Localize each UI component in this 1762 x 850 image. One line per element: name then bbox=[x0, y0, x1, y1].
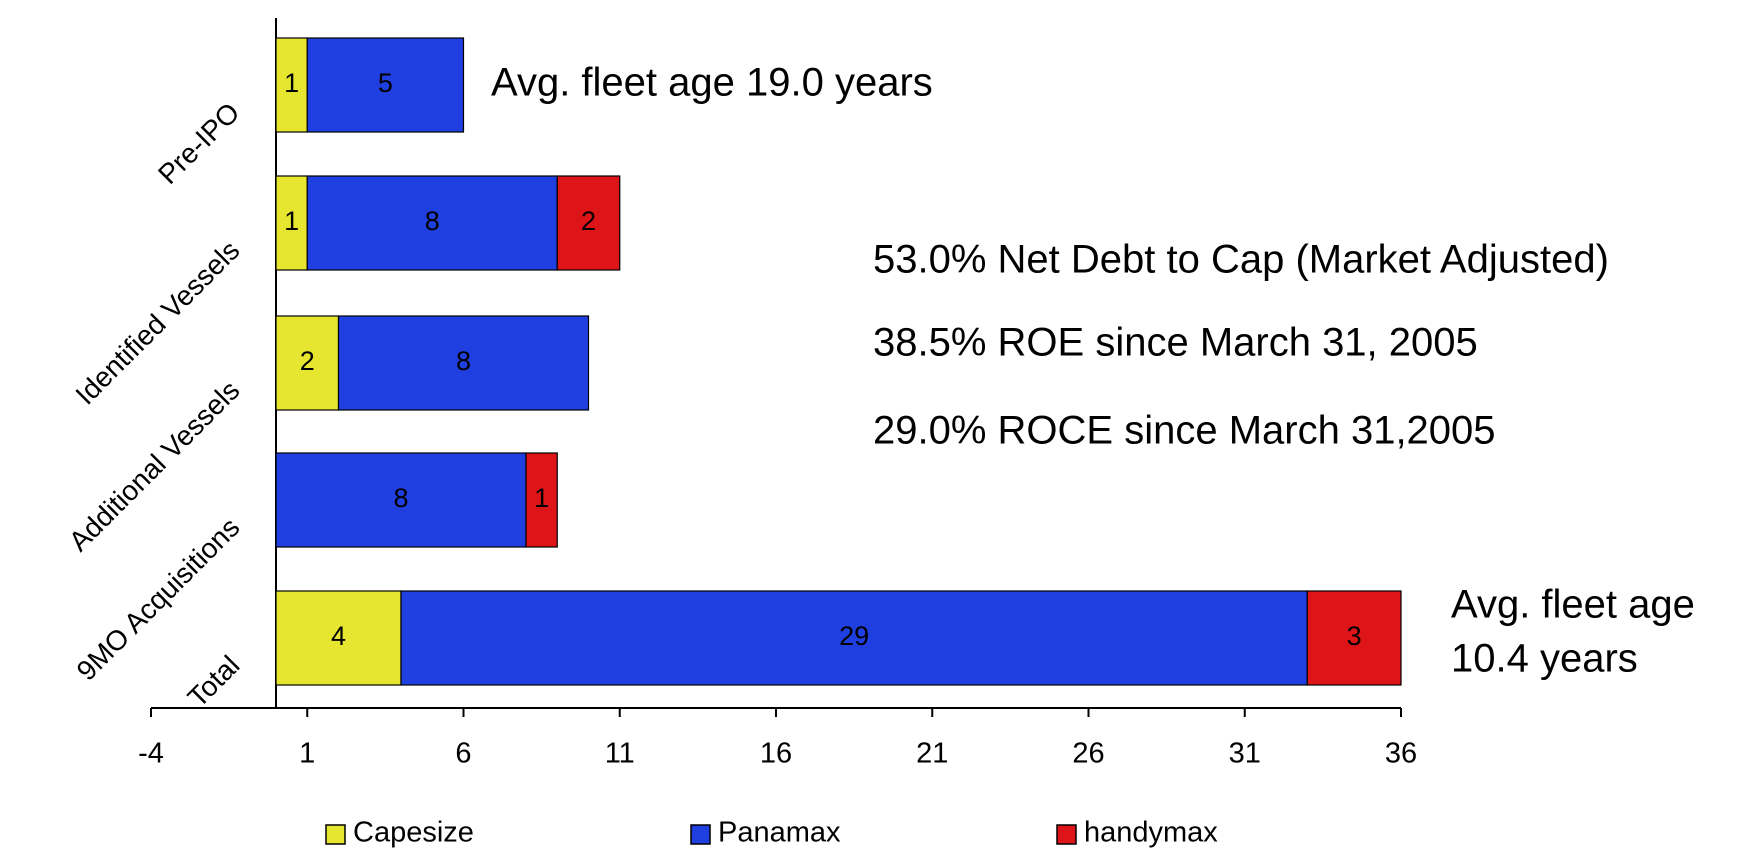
value-label: 3 bbox=[1347, 621, 1362, 651]
x-tick-label: 11 bbox=[605, 738, 635, 770]
annotation: 53.0% Net Debt to Cap (Market Adjusted) bbox=[873, 238, 1609, 282]
legend-swatch bbox=[1056, 824, 1077, 845]
legend-label: handymax bbox=[1084, 817, 1218, 849]
x-tick-label: 1 bbox=[299, 738, 315, 770]
bar-segment bbox=[275, 452, 527, 548]
x-tick-label: 6 bbox=[455, 738, 471, 770]
value-label: 4 bbox=[331, 621, 346, 651]
bar-segment bbox=[275, 37, 308, 133]
annotation: 10.4 years bbox=[1451, 637, 1638, 681]
bar-segment bbox=[337, 315, 590, 411]
value-label: 8 bbox=[456, 346, 471, 376]
annotation: 38.5% ROE since March 31, 2005 bbox=[873, 321, 1478, 365]
category-label: Total bbox=[182, 650, 246, 714]
legend-swatch bbox=[690, 824, 711, 845]
x-tick-label: 36 bbox=[1385, 738, 1417, 770]
x-tick-label: 26 bbox=[1072, 738, 1104, 770]
bar-segment bbox=[400, 590, 1308, 686]
x-tick-label: 21 bbox=[916, 738, 948, 770]
bar-segment bbox=[275, 590, 402, 686]
x-tick-label: 31 bbox=[1229, 738, 1261, 770]
value-label: 8 bbox=[425, 206, 440, 236]
bar-segment bbox=[306, 37, 465, 133]
value-label: 5 bbox=[378, 68, 393, 98]
value-label: 2 bbox=[300, 346, 315, 376]
x-tick-label: -4 bbox=[138, 738, 164, 770]
annotation: Avg. fleet age bbox=[1451, 583, 1695, 627]
annotation: 29.0% ROCE since March 31,2005 bbox=[873, 409, 1496, 453]
bar-segment bbox=[556, 175, 621, 271]
x-tick-label: 16 bbox=[760, 738, 792, 770]
category-label: Pre-IPO bbox=[152, 97, 245, 190]
value-label: 8 bbox=[393, 483, 408, 513]
bar-segment bbox=[275, 315, 340, 411]
legend-swatch bbox=[325, 824, 346, 845]
value-label: 29 bbox=[839, 621, 869, 651]
annotation: Avg. fleet age 19.0 years bbox=[491, 61, 933, 105]
legend-label: Panamax bbox=[718, 817, 841, 849]
value-label: 1 bbox=[284, 206, 299, 236]
legend-label: Capesize bbox=[353, 817, 474, 849]
bar-segment bbox=[525, 452, 558, 548]
bar-segment bbox=[1306, 590, 1402, 686]
value-label: 2 bbox=[581, 206, 596, 236]
value-label: 1 bbox=[284, 68, 299, 98]
value-label: 1 bbox=[534, 483, 549, 513]
